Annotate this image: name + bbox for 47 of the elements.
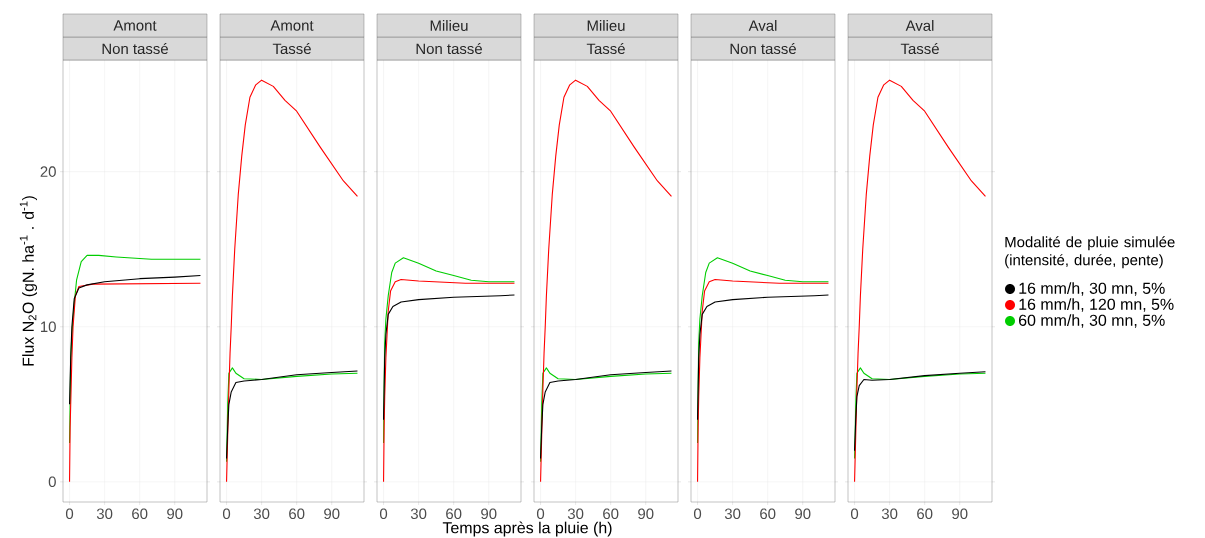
chart-title: Amont [270,20,314,31]
legend-label: 16 mm/h, 30 mn, 5% [1019,282,1165,296]
y-tick-label: 0 [48,476,56,488]
x-tick-label: 0 [693,508,702,520]
x-tick-label: 90 [795,508,811,520]
x-tick-label: 0 [222,508,231,520]
legend-label: 16 mm/h, 120 mn, 5% [1019,298,1174,312]
chart-title: Milieu [587,20,625,31]
chart-title: Amont [113,20,157,31]
x-tick-label: 30 [410,508,427,520]
x-tick-label: 0 [536,508,545,520]
line-series [69,282,201,483]
y-tick-label: 20 [40,166,56,177]
chart-title: Milieu [430,20,468,31]
y-axis-title: Flux N$_{2}$O (gN. ha$^{-1}$ . d$^{-1}$) [19,196,38,366]
y-tick-label: 10 [41,321,56,333]
chart-subtitle: Non tassé [416,42,482,55]
chart-subtitle: Tassé [900,42,939,55]
chart-subtitle: Tassé [272,42,311,55]
chart-title: Aval [905,20,934,31]
x-tick-label: 60 [917,508,933,520]
chart-subtitle: Non tassé [102,42,168,55]
chart-subtitle: Non tassé [730,42,796,55]
chart-subtitle: Tassé [586,42,625,55]
line-series [69,275,201,405]
x-tick-label: 90 [638,508,654,520]
x-tick-label: 60 [760,508,776,520]
x-tick-label: 90 [952,508,968,520]
chart-title: Aval [748,20,777,31]
x-tick-label: 60 [132,508,148,520]
x-tick-label: 60 [603,508,619,520]
x-tick-label: 60 [289,508,305,520]
x-tick-label: 0 [65,508,74,520]
x-tick-label: 90 [167,508,183,520]
x-tick-label: 30 [96,508,113,520]
x-tick-label: 90 [324,508,340,520]
legend-title: Modalité de pluie simulée (intensité, durée, pente) [1005,236,1175,269]
x-tick-label: 0 [850,508,859,520]
x-tick-label: 30 [253,508,270,520]
legend-label: 60 mm/h, 30 mn, 5% [1019,314,1165,328]
x-axis-title: Temps après la pluie (h) [442,521,612,537]
x-tick-label: 30 [724,508,741,520]
x-tick-label: 30 [567,508,584,520]
x-tick-label: 30 [881,508,898,520]
x-tick-label: 90 [481,508,497,520]
x-tick-label: 0 [379,508,388,520]
x-tick-label: 60 [446,508,462,520]
